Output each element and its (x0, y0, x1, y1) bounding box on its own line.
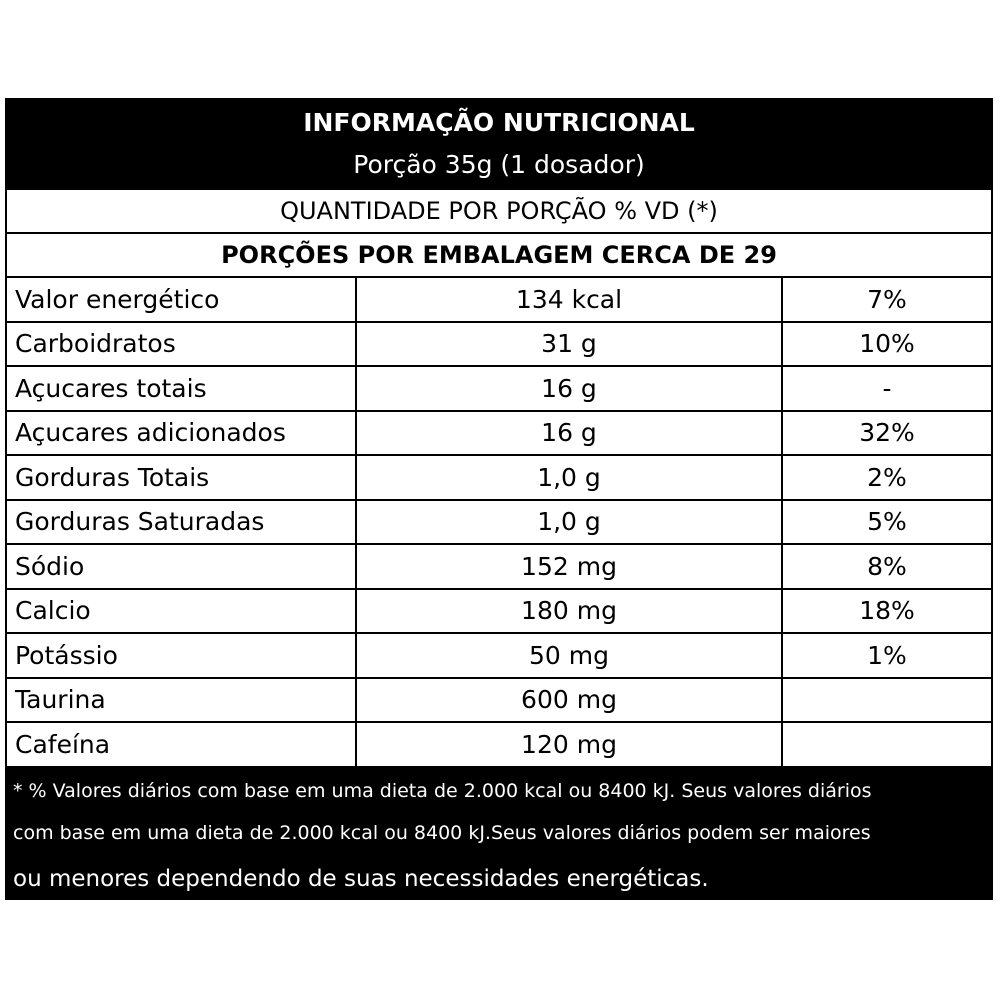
nutrient-amount: 1,0 g (357, 500, 781, 543)
nutrient-vd (783, 678, 991, 721)
table-row: Potássio 50 mg 1% (7, 634, 991, 677)
serving-size: Porção 35g (1 dosador) (353, 150, 645, 179)
nutrient-name: Gorduras Saturadas (7, 500, 355, 543)
footnote-line: * % Valores diários com base em uma diet… (13, 780, 872, 802)
nutrient-amount: 152 mg (357, 545, 781, 588)
nutrient-name: Carboidratos (7, 322, 355, 365)
nutrient-name: Potássio (7, 634, 355, 677)
table-row: Açucares adicionados 16 g 32% (7, 411, 991, 454)
nutrient-vd: 32% (783, 411, 991, 454)
nutrient-name: Valor energético (7, 278, 355, 321)
table-row: Valor energético 134 kcal 7% (7, 278, 991, 321)
nutrient-vd: 7% (783, 278, 991, 321)
table-row: Açucares totais 16 g - (7, 367, 991, 410)
table-row: Calcio 180 mg 18% (7, 589, 991, 632)
table-row: Sódio 152 mg 8% (7, 545, 991, 588)
footnote-line: ou menores dependendo de suas necessidad… (13, 866, 709, 892)
nutrient-amount: 600 mg (357, 678, 781, 721)
table-row: Gorduras Saturadas 1,0 g 5% (7, 500, 991, 543)
nutrient-vd: 8% (783, 545, 991, 588)
nutrient-vd: 1% (783, 634, 991, 677)
table-title: INFORMAÇÃO NUTRICIONAL (303, 108, 695, 137)
table-header: INFORMAÇÃO NUTRICIONAL Porção 35g (1 dos… (5, 98, 993, 188)
nutrient-vd: - (783, 367, 991, 410)
nutrient-name: Calcio (7, 589, 355, 632)
portions-per-package-label: PORÇÕES POR EMBALAGEM CERCA DE 29 (7, 234, 991, 276)
nutrient-name: Taurina (7, 678, 355, 721)
nutrient-vd: 18% (783, 589, 991, 632)
table-row: Cafeína 120 mg (7, 723, 991, 766)
footnote-line: com base em uma dieta de 2.000 kcal ou 8… (13, 822, 871, 844)
nutrient-name: Sódio (7, 545, 355, 588)
nutrition-table: INFORMAÇÃO NUTRICIONAL Porção 35g (1 dos… (5, 98, 993, 900)
nutrient-amount: 180 mg (357, 589, 781, 632)
quantity-per-serving-label: QUANTIDADE POR PORÇÃO % VD (*) (7, 190, 991, 232)
nutrient-vd: 2% (783, 456, 991, 499)
nutrient-amount: 16 g (357, 411, 781, 454)
nutrient-amount: 134 kcal (357, 278, 781, 321)
nutrient-amount: 120 mg (357, 723, 781, 766)
nutrient-vd: 5% (783, 500, 991, 543)
nutrient-name: Açucares totais (7, 367, 355, 410)
table-row: Taurina 600 mg (7, 678, 991, 721)
table-row: Gorduras Totais 1,0 g 2% (7, 456, 991, 499)
table-row: Carboidratos 31 g 10% (7, 322, 991, 365)
nutrient-name: Cafeína (7, 723, 355, 766)
nutrient-amount: 1,0 g (357, 456, 781, 499)
footnote: * % Valores diários com base em uma diet… (5, 768, 993, 900)
nutrient-vd (783, 723, 991, 766)
nutrient-name: Gorduras Totais (7, 456, 355, 499)
nutrient-name: Açucares adicionados (7, 411, 355, 454)
nutrient-amount: 16 g (357, 367, 781, 410)
nutrient-amount: 50 mg (357, 634, 781, 677)
nutrient-amount: 31 g (357, 322, 781, 365)
nutrient-vd: 10% (783, 322, 991, 365)
